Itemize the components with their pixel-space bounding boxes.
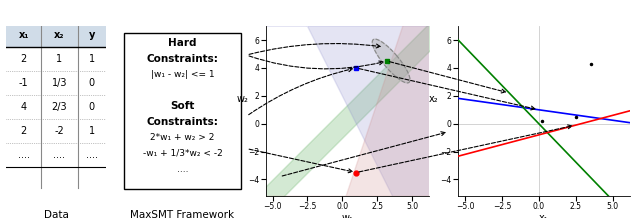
Text: 1/3: 1/3: [52, 78, 67, 88]
Text: Data: Data: [44, 210, 68, 218]
Text: -2: -2: [54, 126, 65, 136]
Text: 4: 4: [20, 102, 27, 112]
Text: x₁: x₁: [19, 29, 29, 39]
FancyBboxPatch shape: [6, 22, 106, 47]
Text: 2/3: 2/3: [52, 102, 67, 112]
Text: ....: ....: [86, 150, 98, 160]
X-axis label: w₁: w₁: [341, 213, 353, 218]
Text: MaxSMT Framework: MaxSMT Framework: [131, 210, 234, 218]
Text: y: y: [88, 29, 95, 39]
Text: 1: 1: [89, 54, 95, 64]
Text: ....: ....: [177, 165, 188, 174]
Text: Constraints:: Constraints:: [147, 117, 218, 127]
Text: Constraints:: Constraints:: [147, 54, 218, 64]
Text: x₂: x₂: [54, 29, 65, 39]
X-axis label: x₁: x₁: [539, 213, 549, 218]
FancyBboxPatch shape: [124, 33, 241, 189]
Text: -1: -1: [19, 78, 29, 88]
Text: 1: 1: [89, 126, 95, 136]
Text: -w₁ + 1/3*w₂ < -2: -w₁ + 1/3*w₂ < -2: [143, 149, 222, 158]
Text: 2*w₁ + w₂ > 2: 2*w₁ + w₂ > 2: [150, 133, 214, 142]
Text: |w₁ - w₂| <= 1: |w₁ - w₂| <= 1: [150, 70, 214, 79]
Text: 0: 0: [89, 78, 95, 88]
Polygon shape: [372, 39, 410, 83]
Y-axis label: w₂: w₂: [237, 94, 249, 104]
Text: 1: 1: [56, 54, 63, 64]
Text: 2: 2: [20, 126, 27, 136]
Text: Soft: Soft: [170, 101, 195, 111]
Y-axis label: x₂: x₂: [429, 94, 438, 104]
Text: ....: ....: [54, 150, 65, 160]
Text: 0: 0: [89, 102, 95, 112]
Text: Hard: Hard: [168, 38, 196, 48]
Text: 2: 2: [20, 54, 27, 64]
Text: ....: ....: [18, 150, 29, 160]
